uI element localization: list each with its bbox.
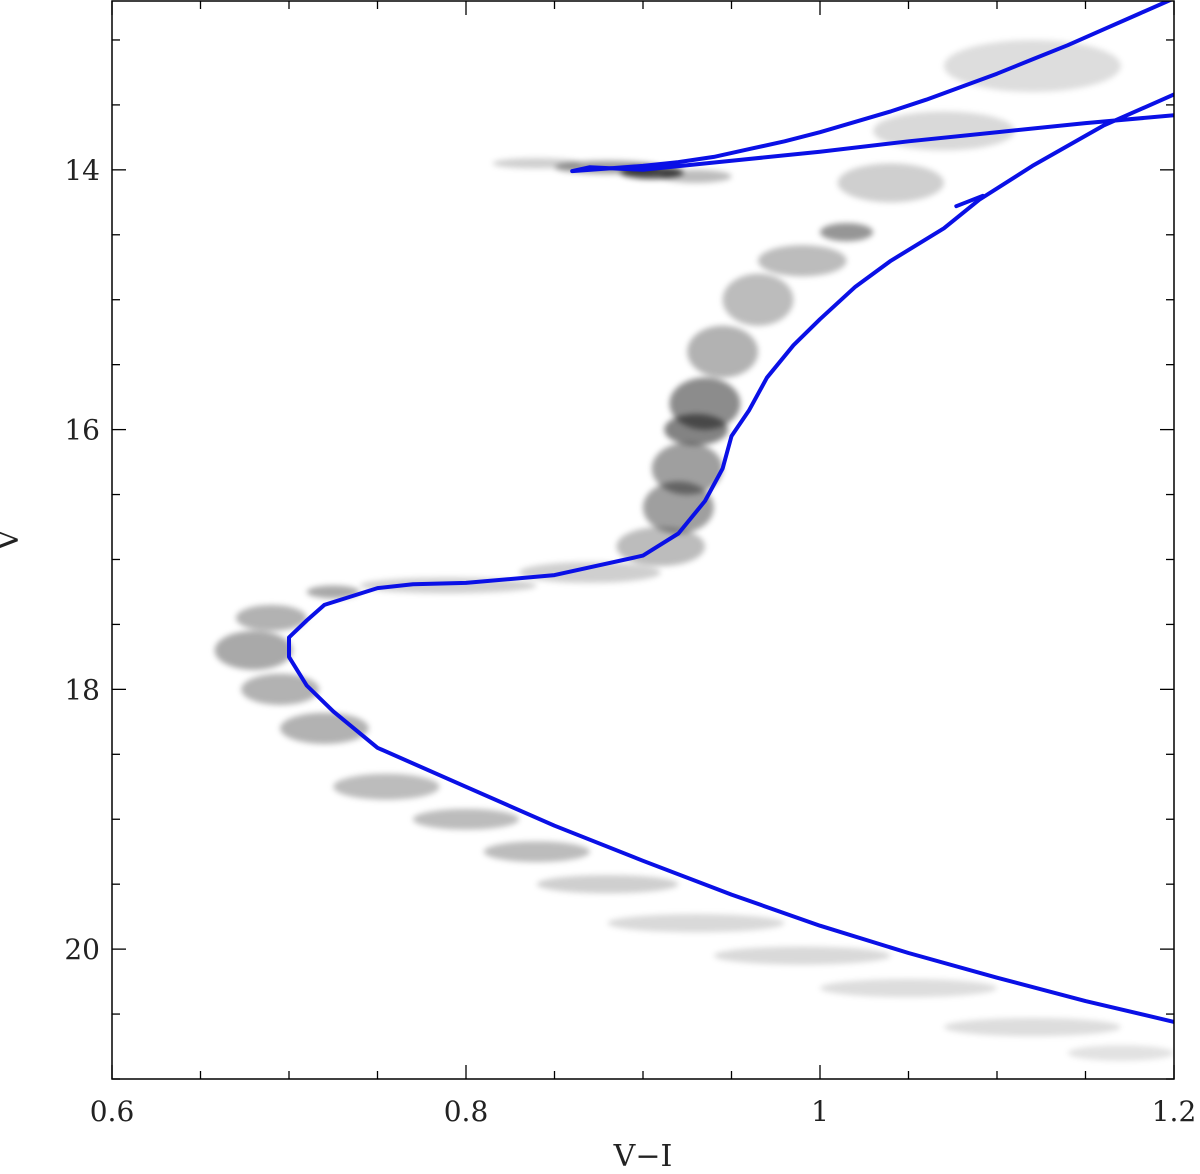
- density-blob-30: [943, 1017, 1121, 1037]
- isochrone-line-0: [570, 1, 1174, 174]
- x-axis-label: V−I: [613, 1139, 673, 1174]
- density-blob-3: [660, 169, 732, 183]
- density-blob-21: [241, 673, 320, 705]
- axis-ticks: [111, 1, 1175, 1080]
- density-blob-28: [713, 946, 891, 965]
- y-tick-label: 14: [64, 154, 100, 187]
- y-axis-label: V: [0, 528, 26, 552]
- isochrone-line-2: [954, 193, 985, 209]
- density-blob-9: [722, 273, 794, 326]
- density-blob-29: [820, 978, 997, 998]
- density-blob-16: [519, 562, 661, 583]
- density-blob-18: [306, 585, 360, 599]
- density-blob-20: [214, 630, 293, 670]
- x-tick-label: 1: [811, 1095, 829, 1128]
- density-blob-13: [651, 442, 723, 495]
- density-blob-31: [1067, 1045, 1174, 1061]
- density-blob-4: [820, 223, 874, 242]
- density-blob-26: [536, 875, 679, 894]
- density-blob-23: [333, 773, 440, 800]
- x-tick-label: 0.8: [444, 1095, 489, 1128]
- star-density-map: [214, 39, 1174, 1061]
- y-tick-label: 16: [64, 414, 100, 447]
- tick-labels: 0.6 0.8 1 1.2 14 16 18 20: [64, 154, 1196, 1128]
- density-blob-10: [687, 325, 759, 378]
- density-blob-2: [492, 158, 582, 169]
- density-blob-12: [664, 414, 728, 446]
- y-tick-label: 18: [64, 673, 100, 706]
- isochrone-line-1: [287, 92, 1174, 1024]
- x-tick-label: 0.6: [90, 1095, 135, 1128]
- density-blob-24: [412, 808, 520, 830]
- density-blob-19: [235, 604, 307, 631]
- density-blob-5: [758, 245, 847, 277]
- isochrone-lines: [287, 1, 1174, 1024]
- y-tick-label: 20: [64, 933, 100, 966]
- density-blob-27: [607, 914, 785, 933]
- density-blob-14: [643, 481, 714, 534]
- x-tick-label: 1.2: [1152, 1095, 1197, 1128]
- density-blob-25: [483, 841, 590, 863]
- density-blob-6: [837, 163, 944, 203]
